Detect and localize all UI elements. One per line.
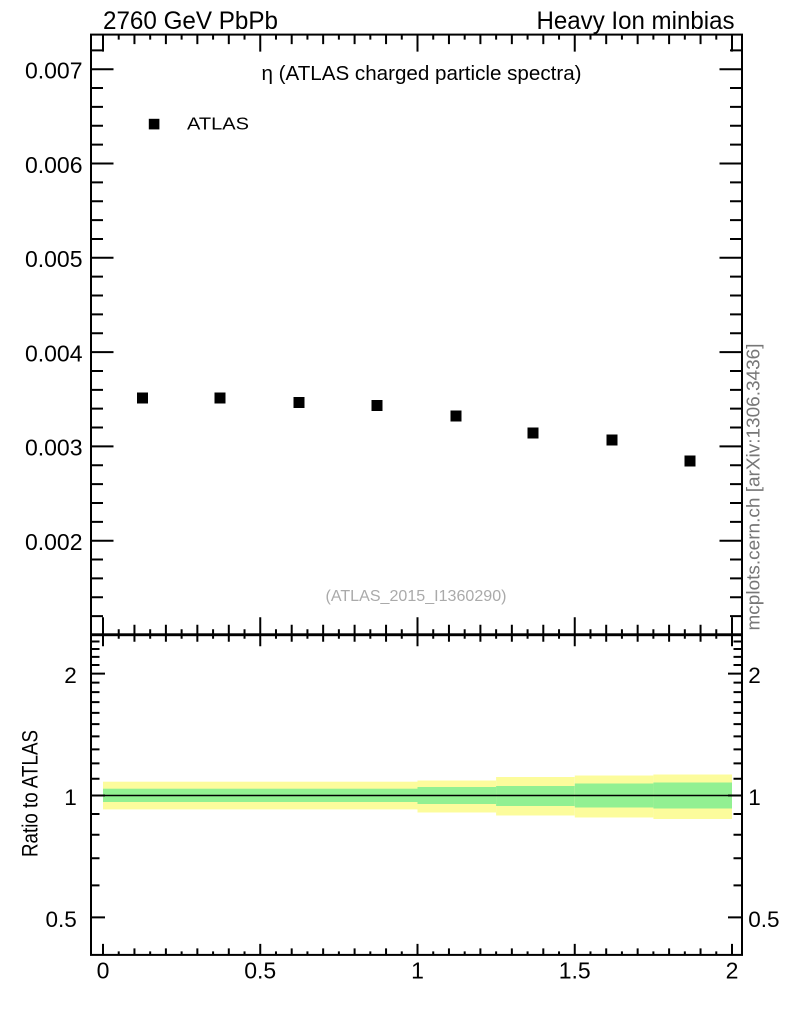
svg-text:1: 1 [64,785,77,810]
svg-text:0.5: 0.5 [244,957,276,983]
svg-text:2: 2 [726,957,739,983]
svg-text:0.007: 0.007 [25,58,83,84]
svg-text:1: 1 [748,785,761,810]
svg-text:Ratio to ATLAS: Ratio to ATLAS [18,730,43,857]
svg-text:ATLAS: ATLAS [187,114,249,134]
svg-text:1.5: 1.5 [559,957,591,983]
svg-text:0.004: 0.004 [25,340,83,366]
svg-text:2: 2 [64,663,77,688]
svg-text:0.002: 0.002 [25,529,83,555]
svg-text:0.5: 0.5 [748,907,779,932]
svg-text:2760 GeV PbPb: 2760 GeV PbPb [103,7,278,35]
svg-text:0.5: 0.5 [46,907,77,932]
svg-text:0.005: 0.005 [25,246,83,272]
svg-text:2: 2 [748,663,761,688]
svg-text:1: 1 [411,957,424,983]
svg-text:0.003: 0.003 [25,435,83,461]
svg-text:mcplots.cern.ch [arXiv:1306.34: mcplots.cern.ch [arXiv:1306.3436] [743,344,764,631]
svg-text:0.006: 0.006 [25,152,83,178]
svg-text:(ATLAS_2015_I1360290): (ATLAS_2015_I1360290) [326,588,507,605]
svg-text:Heavy Ion minbias: Heavy Ion minbias [537,7,735,35]
svg-text:η (ATLAS charged particle spec: η (ATLAS charged particle spectra) [262,63,582,85]
svg-text:0: 0 [97,957,110,983]
